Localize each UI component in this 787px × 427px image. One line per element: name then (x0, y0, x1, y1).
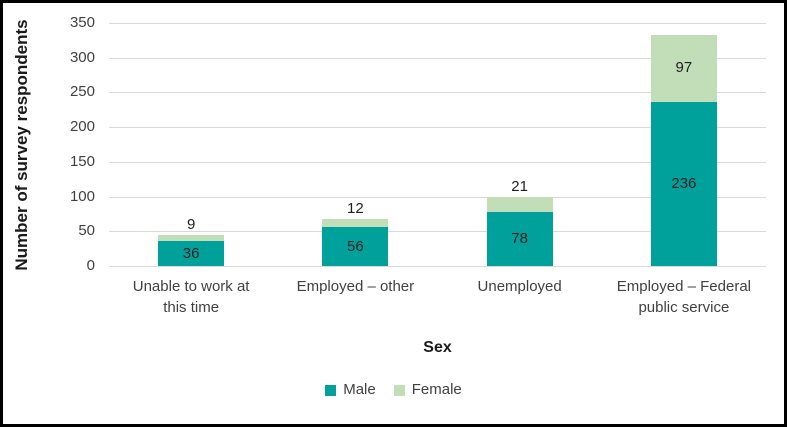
legend-swatch-female (393, 384, 405, 396)
y-tick-label: 100 (69, 188, 95, 205)
x-category-label: Employed – Federal public service (616, 278, 751, 316)
gridline-350 (109, 23, 766, 24)
data-label-female: 12 (347, 199, 364, 217)
legend-swatch-male (325, 384, 337, 396)
data-label-male: 236 (671, 175, 697, 193)
x-category-label: Unable to work at this time (132, 278, 250, 316)
gridline-200 (109, 127, 766, 128)
data-label-male: 78 (511, 229, 528, 247)
legend: Male Female (3, 382, 784, 398)
x-axis-title: Sex (423, 339, 452, 356)
y-tick-label: 300 (69, 49, 95, 66)
y-tick-label: 200 (69, 118, 95, 135)
gridline-150 (109, 162, 766, 163)
y-tick-label: 50 (78, 222, 95, 239)
gridline-0 (109, 266, 766, 267)
bar-female-2 (486, 197, 553, 212)
bar-male-2 (486, 211, 553, 266)
data-label-male: 56 (347, 237, 364, 255)
data-label-female: 97 (675, 59, 693, 77)
legend-label: Male (343, 381, 376, 398)
y-tick-label: 150 (69, 153, 95, 170)
legend-item-female: Female (393, 381, 462, 398)
bar-male-1 (322, 227, 389, 266)
legend-label: Female (411, 381, 462, 398)
x-category-label: Employed – other (296, 278, 415, 295)
data-label-female: 21 (511, 178, 528, 196)
y-tick-label: 350 (69, 14, 95, 31)
bar-female-3 (650, 34, 717, 103)
y-tick-label: 250 (69, 83, 95, 100)
bar-male-3 (650, 102, 717, 266)
legend-item-male: Male (325, 382, 376, 398)
data-label-female: 9 (186, 215, 196, 233)
bar-female-0 (158, 234, 225, 241)
gridline-250 (109, 92, 766, 93)
x-category-label: Unemployed (477, 278, 562, 295)
bar-female-1 (322, 218, 389, 228)
y-tick-label: 0 (86, 257, 95, 274)
gridline-300 (109, 58, 766, 59)
bar-male-0 (158, 241, 225, 266)
gridline-100 (109, 197, 766, 198)
gridline-50 (109, 231, 766, 232)
data-label-male: 36 (182, 244, 200, 262)
